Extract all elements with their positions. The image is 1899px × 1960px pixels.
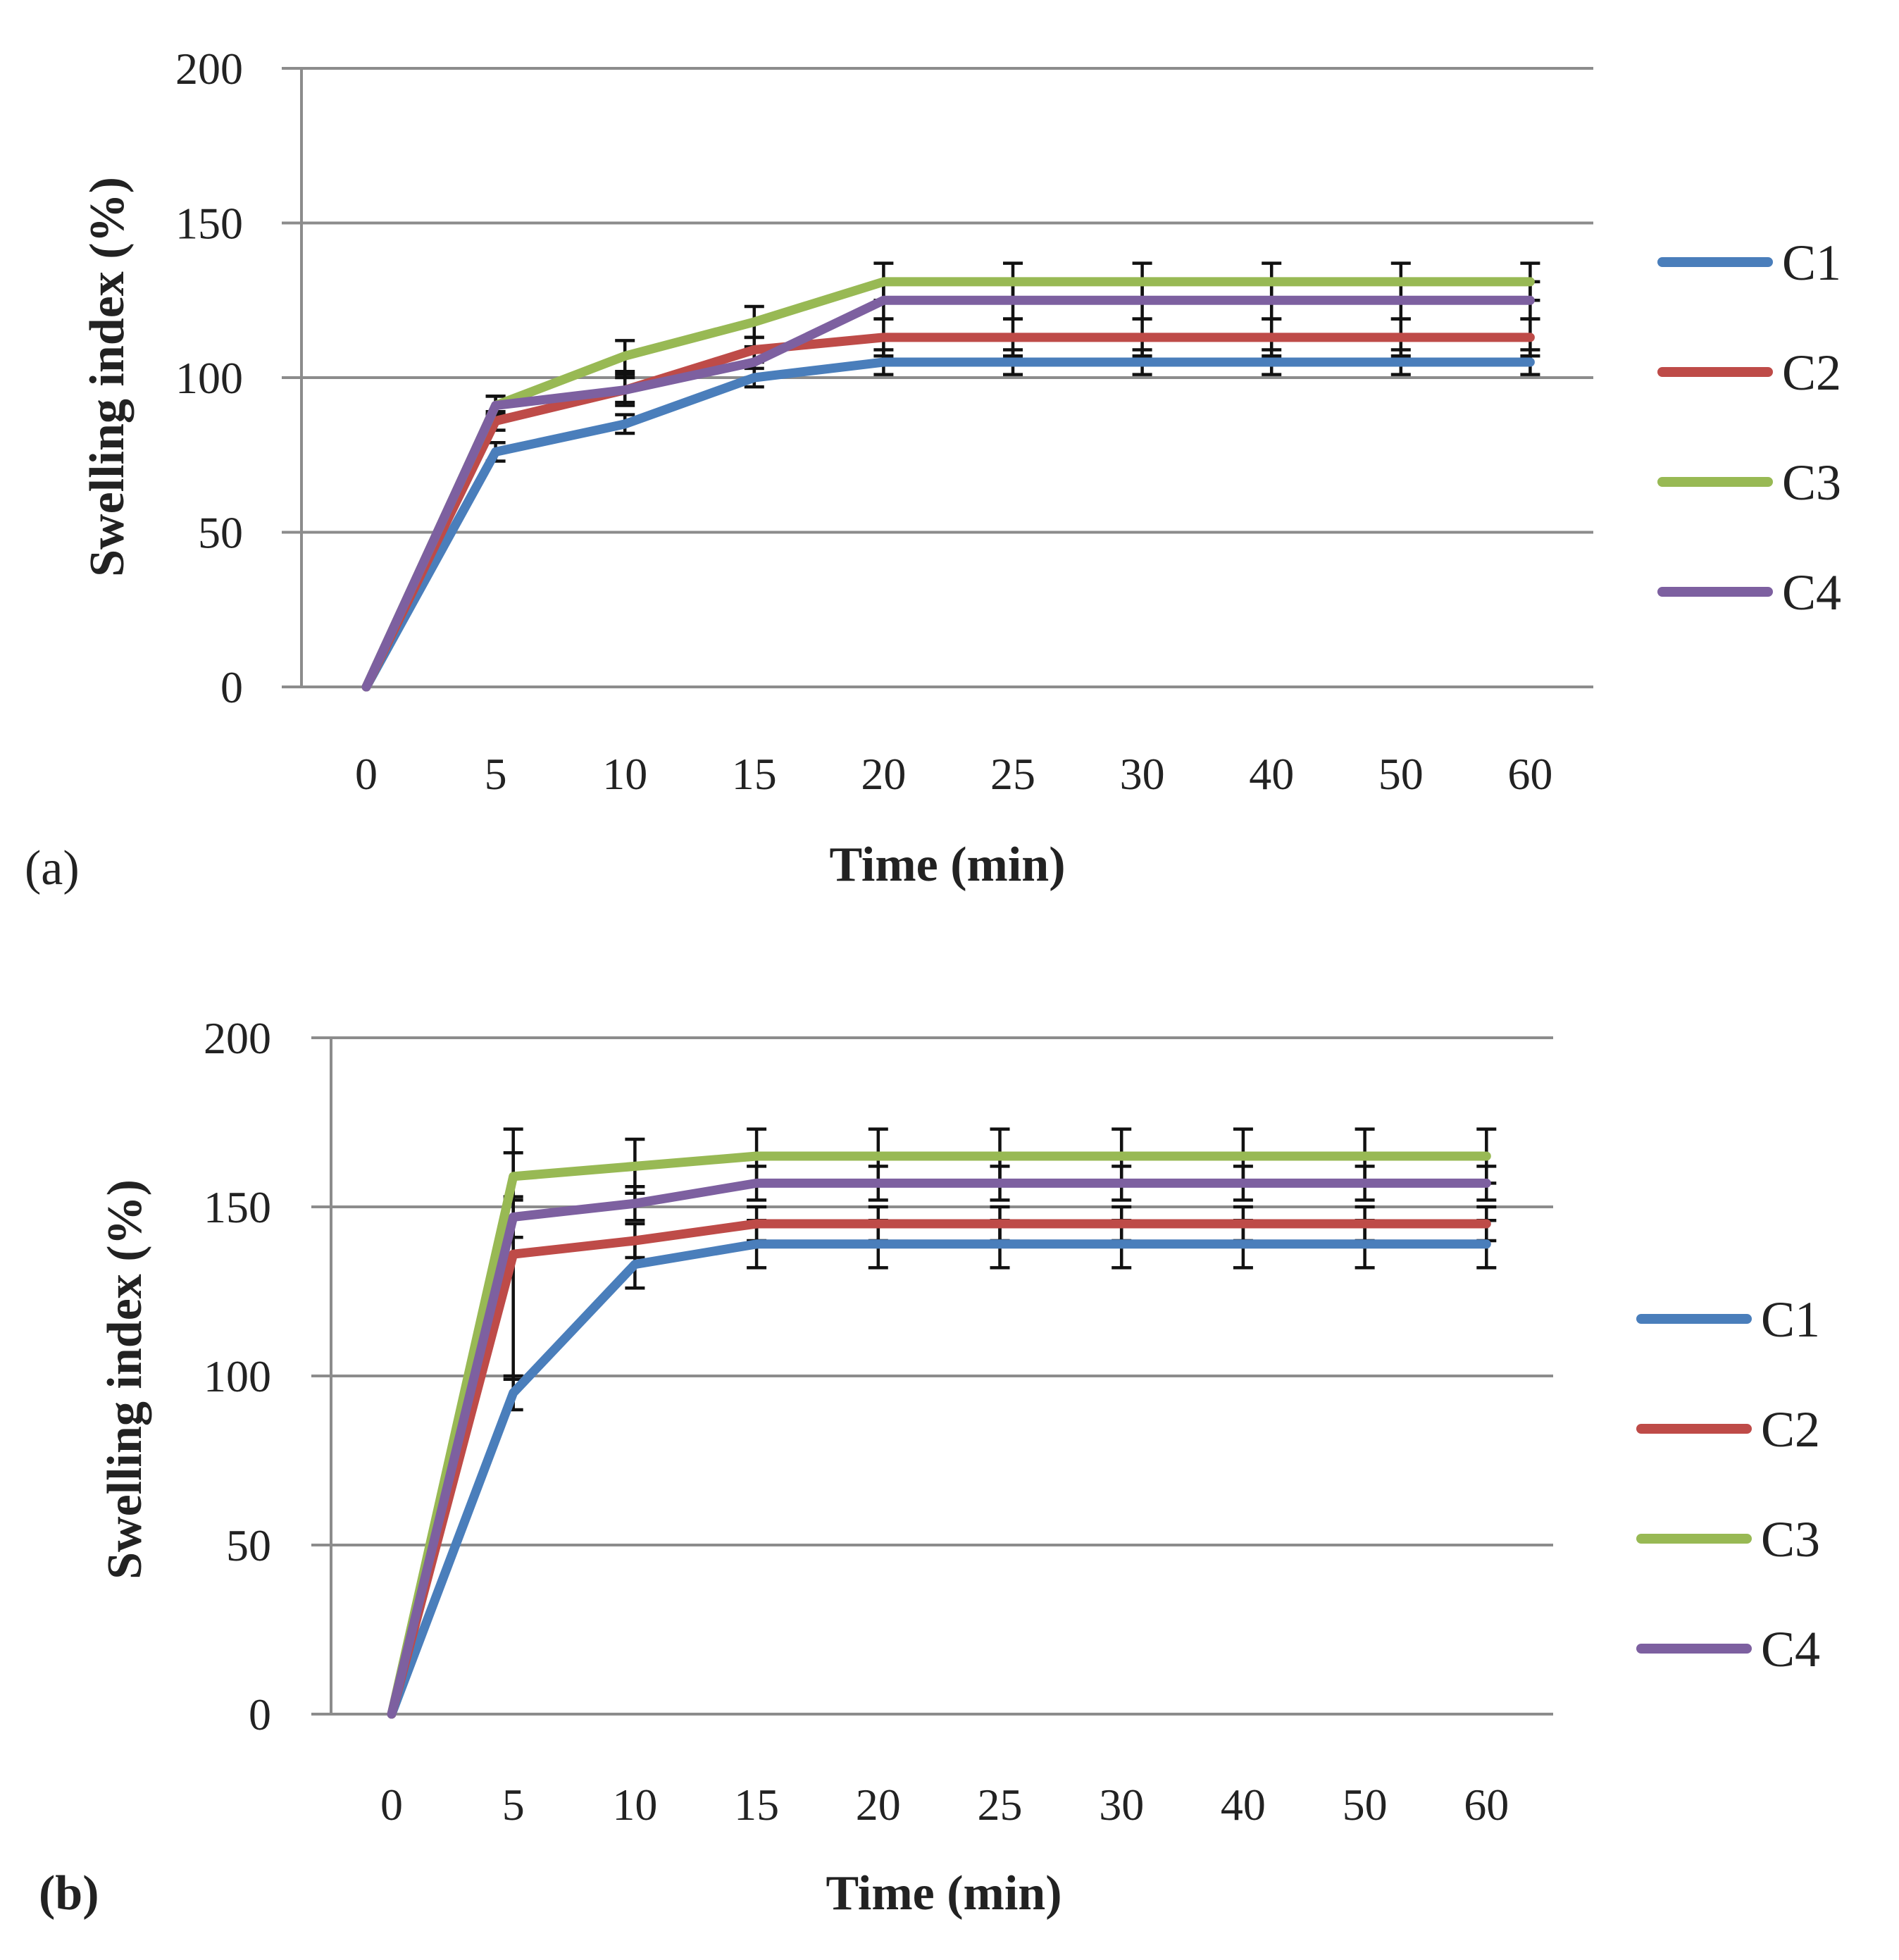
x-tick-label: 30 [1120, 749, 1165, 799]
series-lines [387, 1151, 1491, 1719]
series-line-c2 [387, 1219, 1491, 1719]
series-line-c4 [387, 1178, 1491, 1719]
legend-label: C3 [1782, 454, 1841, 511]
tick-labels: 0 50 100 150 200 0 5 10 15 20 25 30 40 50 60 [175, 44, 1552, 799]
series-line-c1 [361, 357, 1535, 692]
y-tick-label: 0 [220, 662, 243, 712]
y-tick-label: 150 [204, 1182, 271, 1232]
y-tick-label: 50 [198, 508, 243, 558]
y-axis-title: Swelling index (%) [80, 177, 135, 577]
x-axis-title: Time (min) [826, 1866, 1061, 1921]
x-tick-label: 0 [380, 1780, 403, 1830]
legend-label: C1 [1761, 1291, 1820, 1348]
y-tick-label: 0 [249, 1689, 271, 1739]
legend-item-c2: C2 [1636, 1401, 1820, 1458]
gridlines [311, 1036, 1553, 1716]
x-tick-label: 60 [1464, 1780, 1509, 1830]
legend-label: C3 [1761, 1511, 1820, 1568]
x-tick-label: 10 [602, 749, 647, 799]
x-tick-label: 15 [734, 1780, 779, 1830]
legend-item-c3: C3 [1657, 454, 1841, 511]
legend-label: C1 [1782, 235, 1841, 291]
x-tick-label: 50 [1343, 1780, 1388, 1830]
x-axis-title: Time (min) [829, 838, 1065, 892]
x-tick-label: 10 [612, 1780, 657, 1830]
x-tick-label: 0 [355, 749, 378, 799]
x-tick-label: 50 [1378, 749, 1424, 799]
x-tick-label: 30 [1099, 1780, 1144, 1830]
legend-item-c1: C1 [1636, 1291, 1820, 1348]
y-tick-label: 150 [175, 199, 243, 249]
series-line-c2 [361, 333, 1535, 692]
series-line-c1 [387, 1239, 1491, 1719]
error-bars [503, 1127, 1497, 1412]
panel-label-a: (a) [25, 841, 80, 895]
legend: C1 C2 C3 C4 [1636, 1291, 1820, 1677]
x-tick-label: 5 [502, 1780, 525, 1830]
x-tick-label: 40 [1249, 749, 1294, 799]
y-tick-label: 100 [175, 353, 243, 403]
legend: C1 C2 C3 C4 [1657, 235, 1841, 621]
legend-item-c4: C4 [1636, 1621, 1820, 1677]
series-line-c3 [387, 1151, 1491, 1719]
series-line-c3 [361, 277, 1535, 692]
y-tick-label: 50 [226, 1520, 271, 1570]
legend-label: C2 [1782, 345, 1841, 401]
x-tick-label: 60 [1507, 749, 1552, 799]
series-line-c4 [361, 295, 1535, 692]
x-tick-label: 20 [856, 1780, 901, 1830]
x-tick-label: 25 [990, 749, 1035, 799]
tick-labels: 0 50 100 150 200 0 5 10 15 20 25 30 40 50 60 [204, 1013, 1509, 1830]
y-tick-label: 200 [175, 44, 243, 94]
x-tick-label: 40 [1221, 1780, 1266, 1830]
x-tick-label: 25 [978, 1780, 1023, 1830]
legend-item-c1: C1 [1657, 235, 1841, 291]
legend-item-c2: C2 [1657, 345, 1841, 401]
panel-label-b: (b) [39, 1866, 99, 1921]
legend-label: C4 [1782, 564, 1841, 621]
legend-item-c4: C4 [1657, 564, 1841, 621]
x-tick-label: 20 [861, 749, 906, 799]
legend-label: C2 [1761, 1401, 1820, 1458]
gridlines [282, 67, 1593, 688]
series-lines [361, 277, 1535, 692]
y-axis-title: Swelling index (%) [98, 1179, 152, 1580]
legend-label: C4 [1761, 1621, 1820, 1677]
x-tick-label: 5 [485, 749, 507, 799]
x-tick-label: 15 [732, 749, 777, 799]
legend-item-c3: C3 [1636, 1511, 1820, 1568]
y-tick-label: 200 [204, 1013, 271, 1063]
y-tick-label: 100 [204, 1351, 271, 1401]
